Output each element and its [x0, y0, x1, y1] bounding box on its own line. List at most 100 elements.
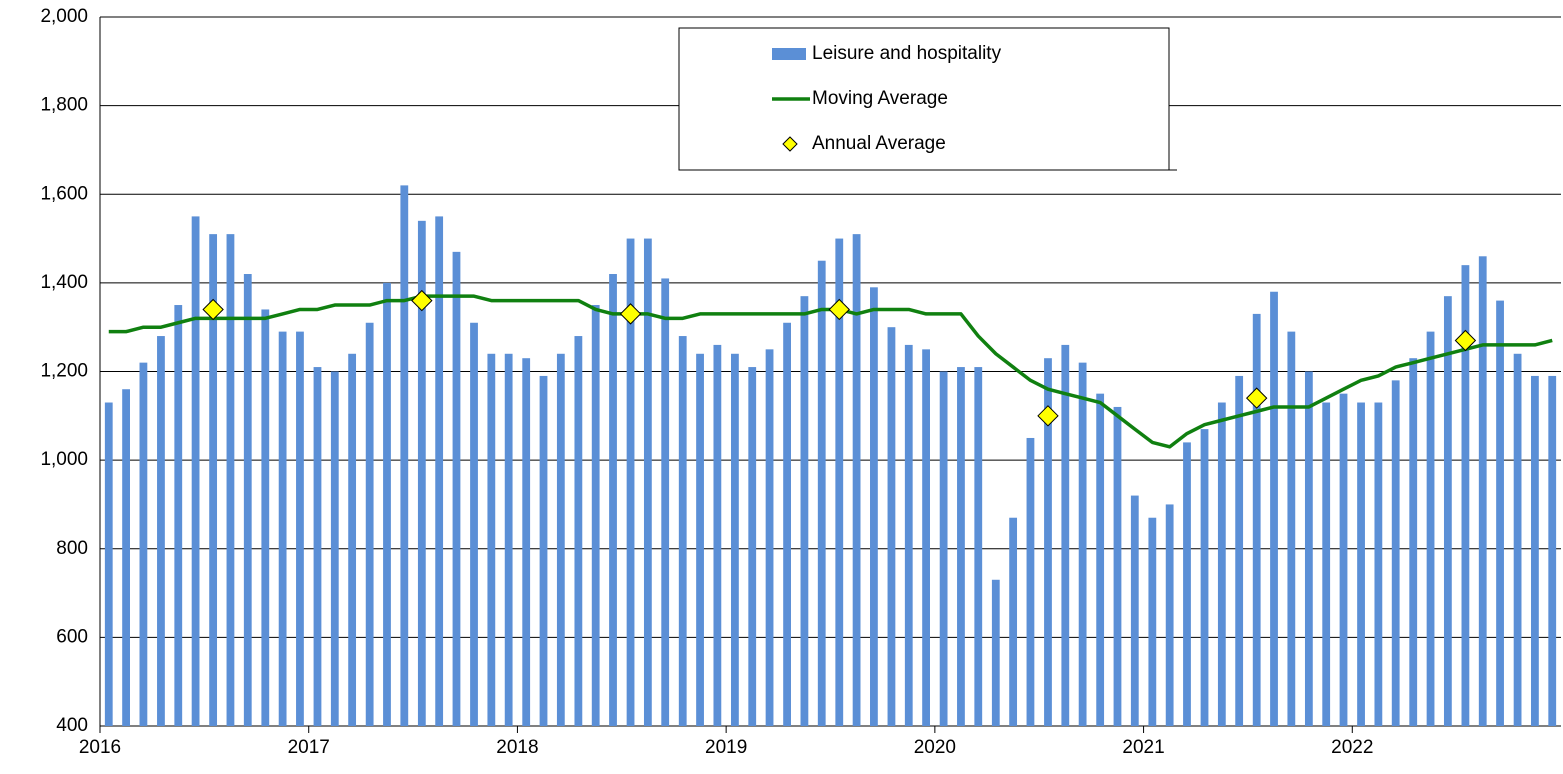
bar: [330, 371, 339, 726]
y-tick-label: 2,000: [40, 6, 88, 27]
bar: [226, 234, 235, 726]
legend-swatch: [782, 136, 798, 152]
bar: [452, 251, 461, 726]
bar: [1026, 437, 1035, 726]
bar: [104, 402, 113, 726]
annual-average-marker: [619, 303, 642, 325]
bar: [939, 371, 948, 726]
legend-swatch: [772, 48, 806, 60]
bar: [122, 389, 130, 726]
bar: [1531, 375, 1539, 726]
bar: [591, 305, 600, 726]
bar: [313, 367, 322, 726]
bar: [417, 220, 426, 726]
bar: [974, 367, 983, 726]
bar: [817, 260, 826, 726]
legend: Leisure and hospitality Moving Average Ann…: [678, 27, 1177, 171]
bar: [1426, 331, 1435, 726]
bar: [835, 238, 844, 726]
bar: [1322, 402, 1331, 726]
bar: [1009, 517, 1018, 726]
bar: [852, 234, 861, 726]
annual-average-marker: [828, 298, 850, 321]
x-tick-label: 2017: [288, 737, 330, 758]
y-tick-label: 1,400: [40, 272, 88, 293]
bar: [1304, 371, 1313, 726]
bar: [731, 353, 739, 726]
legend-box: [678, 27, 1170, 171]
legend-label: Leisure and hospitality: [812, 43, 1002, 64]
bar: [678, 336, 687, 726]
bar: [626, 238, 635, 726]
x-tick-label: 2022: [1331, 737, 1373, 758]
bar: [1200, 429, 1209, 726]
bar: [243, 274, 252, 726]
legend-label: Moving Average: [812, 88, 948, 109]
bar: [470, 322, 478, 726]
bar: [957, 367, 965, 726]
bar: [209, 234, 218, 726]
bar: [296, 331, 304, 726]
bar: [1061, 344, 1070, 726]
bar: [765, 349, 774, 726]
bar: [261, 309, 270, 726]
bar: [783, 322, 791, 726]
bar: [713, 344, 722, 726]
bar: [1513, 353, 1522, 726]
bar: [278, 331, 287, 726]
bar: [922, 349, 930, 726]
bar: [1496, 300, 1504, 726]
bar: [1044, 358, 1052, 726]
bar: [348, 353, 357, 726]
bar: [1409, 358, 1418, 726]
annual-average-marker: [1454, 329, 1477, 352]
y-tick-label: 800: [56, 538, 88, 559]
bar: [556, 353, 565, 726]
bar: [139, 362, 148, 726]
y-tick-label: 600: [56, 626, 88, 647]
bar: [991, 579, 1000, 726]
bar: [1461, 265, 1470, 726]
bar: [643, 238, 652, 726]
y-tick-label: 1,000: [40, 449, 88, 470]
legend-label: Annual Average: [812, 133, 946, 154]
bar: [1374, 402, 1383, 726]
bar: [574, 336, 583, 726]
bar: [1165, 504, 1174, 726]
bar: [1217, 402, 1226, 726]
bar: [609, 274, 617, 726]
annual-average-marker: [1037, 405, 1059, 427]
bar: [1391, 380, 1400, 726]
bar: [887, 327, 896, 726]
annual-average-marker: [202, 298, 224, 321]
bar: [1113, 406, 1122, 726]
bar: [539, 375, 548, 726]
bar: [1252, 313, 1261, 726]
bar: [748, 367, 757, 726]
bar: [1096, 393, 1105, 726]
bar: [1148, 517, 1157, 726]
x-tick-label: 2018: [496, 737, 538, 758]
bar: [1235, 375, 1244, 726]
bar: [696, 353, 704, 726]
bar: [191, 216, 200, 726]
bar: [1443, 296, 1452, 726]
bar: [1270, 291, 1278, 726]
bar: [1339, 393, 1348, 726]
y-tick-label: 400: [56, 715, 88, 736]
bar: [1548, 375, 1557, 726]
y-tick-label: 1,600: [40, 183, 88, 204]
x-tick-label: 2020: [914, 737, 956, 758]
bar: [157, 336, 165, 726]
bar: [661, 278, 670, 726]
bar: [435, 216, 444, 726]
bar: [487, 353, 496, 726]
bar: [400, 185, 409, 726]
bar: [1183, 442, 1191, 726]
y-tick-label: 1,200: [40, 361, 88, 382]
bar: [1478, 256, 1487, 726]
bar: [383, 282, 391, 726]
bar: [1130, 495, 1139, 726]
bar: [1078, 362, 1087, 726]
